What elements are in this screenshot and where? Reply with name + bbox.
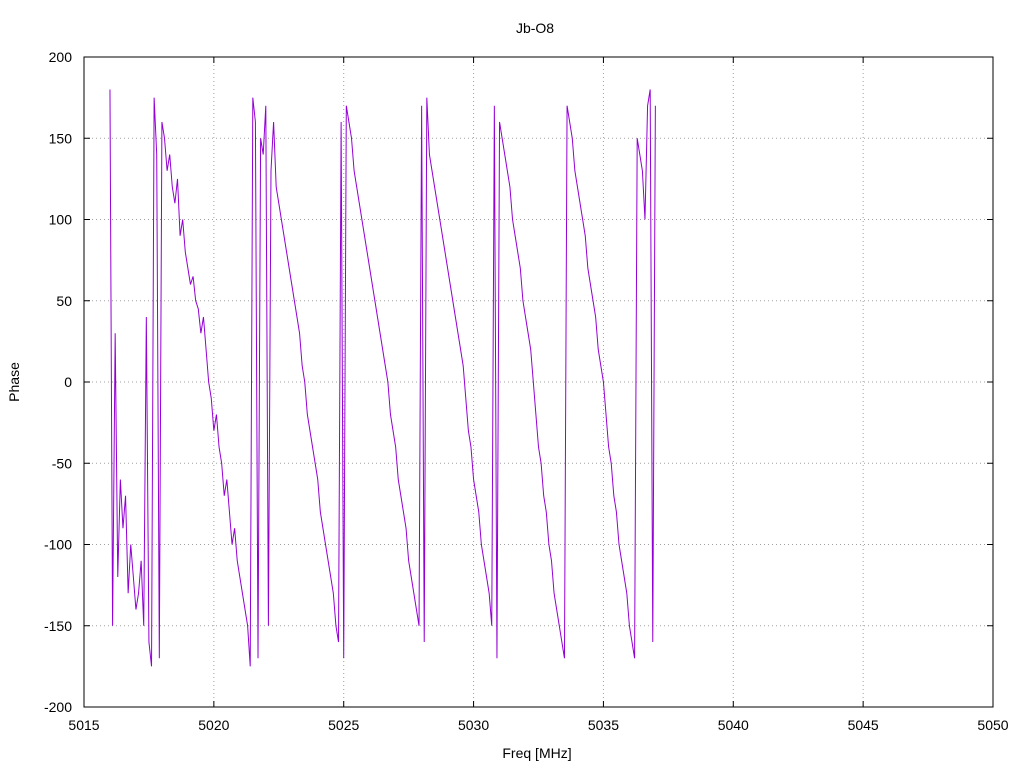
x-tick-label: 5040 [718, 717, 749, 733]
x-tick-label: 5020 [198, 717, 229, 733]
phase-series-line [109, 89, 656, 667]
y-tick-labels: 200 150 100 50 0 -50 -100 -150 -200 [44, 49, 72, 715]
plot-frame [83, 56, 994, 708]
y-tick-label: 100 [49, 212, 73, 228]
y-tick-label: -200 [44, 699, 72, 715]
x-axis-label: Freq [MHz] [502, 745, 571, 761]
x-tick-label: 5025 [328, 717, 359, 733]
y-tick-label: 0 [64, 374, 72, 390]
y-axis-label: Phase [6, 362, 22, 402]
x-tick-label: 5050 [977, 717, 1008, 733]
x-tick-label: 5030 [458, 717, 489, 733]
series-layer [109, 89, 656, 667]
grid-lines [84, 57, 993, 707]
chart-title: Jb-O8 [516, 20, 554, 36]
y-tick-label: 50 [56, 293, 72, 309]
x-tick-label: 5035 [588, 717, 619, 733]
x-tick-label: 5045 [848, 717, 879, 733]
x-tick-labels: 5015 5020 5025 5030 5035 5040 5045 5050 [68, 717, 1008, 733]
y-tick-label: -50 [52, 455, 72, 471]
y-tick-label: -150 [44, 618, 72, 634]
y-tick-label: -100 [44, 537, 72, 553]
x-tick-label: 5015 [68, 717, 99, 733]
y-tick-label: 150 [49, 130, 73, 146]
y-tick-label: 200 [49, 49, 73, 65]
